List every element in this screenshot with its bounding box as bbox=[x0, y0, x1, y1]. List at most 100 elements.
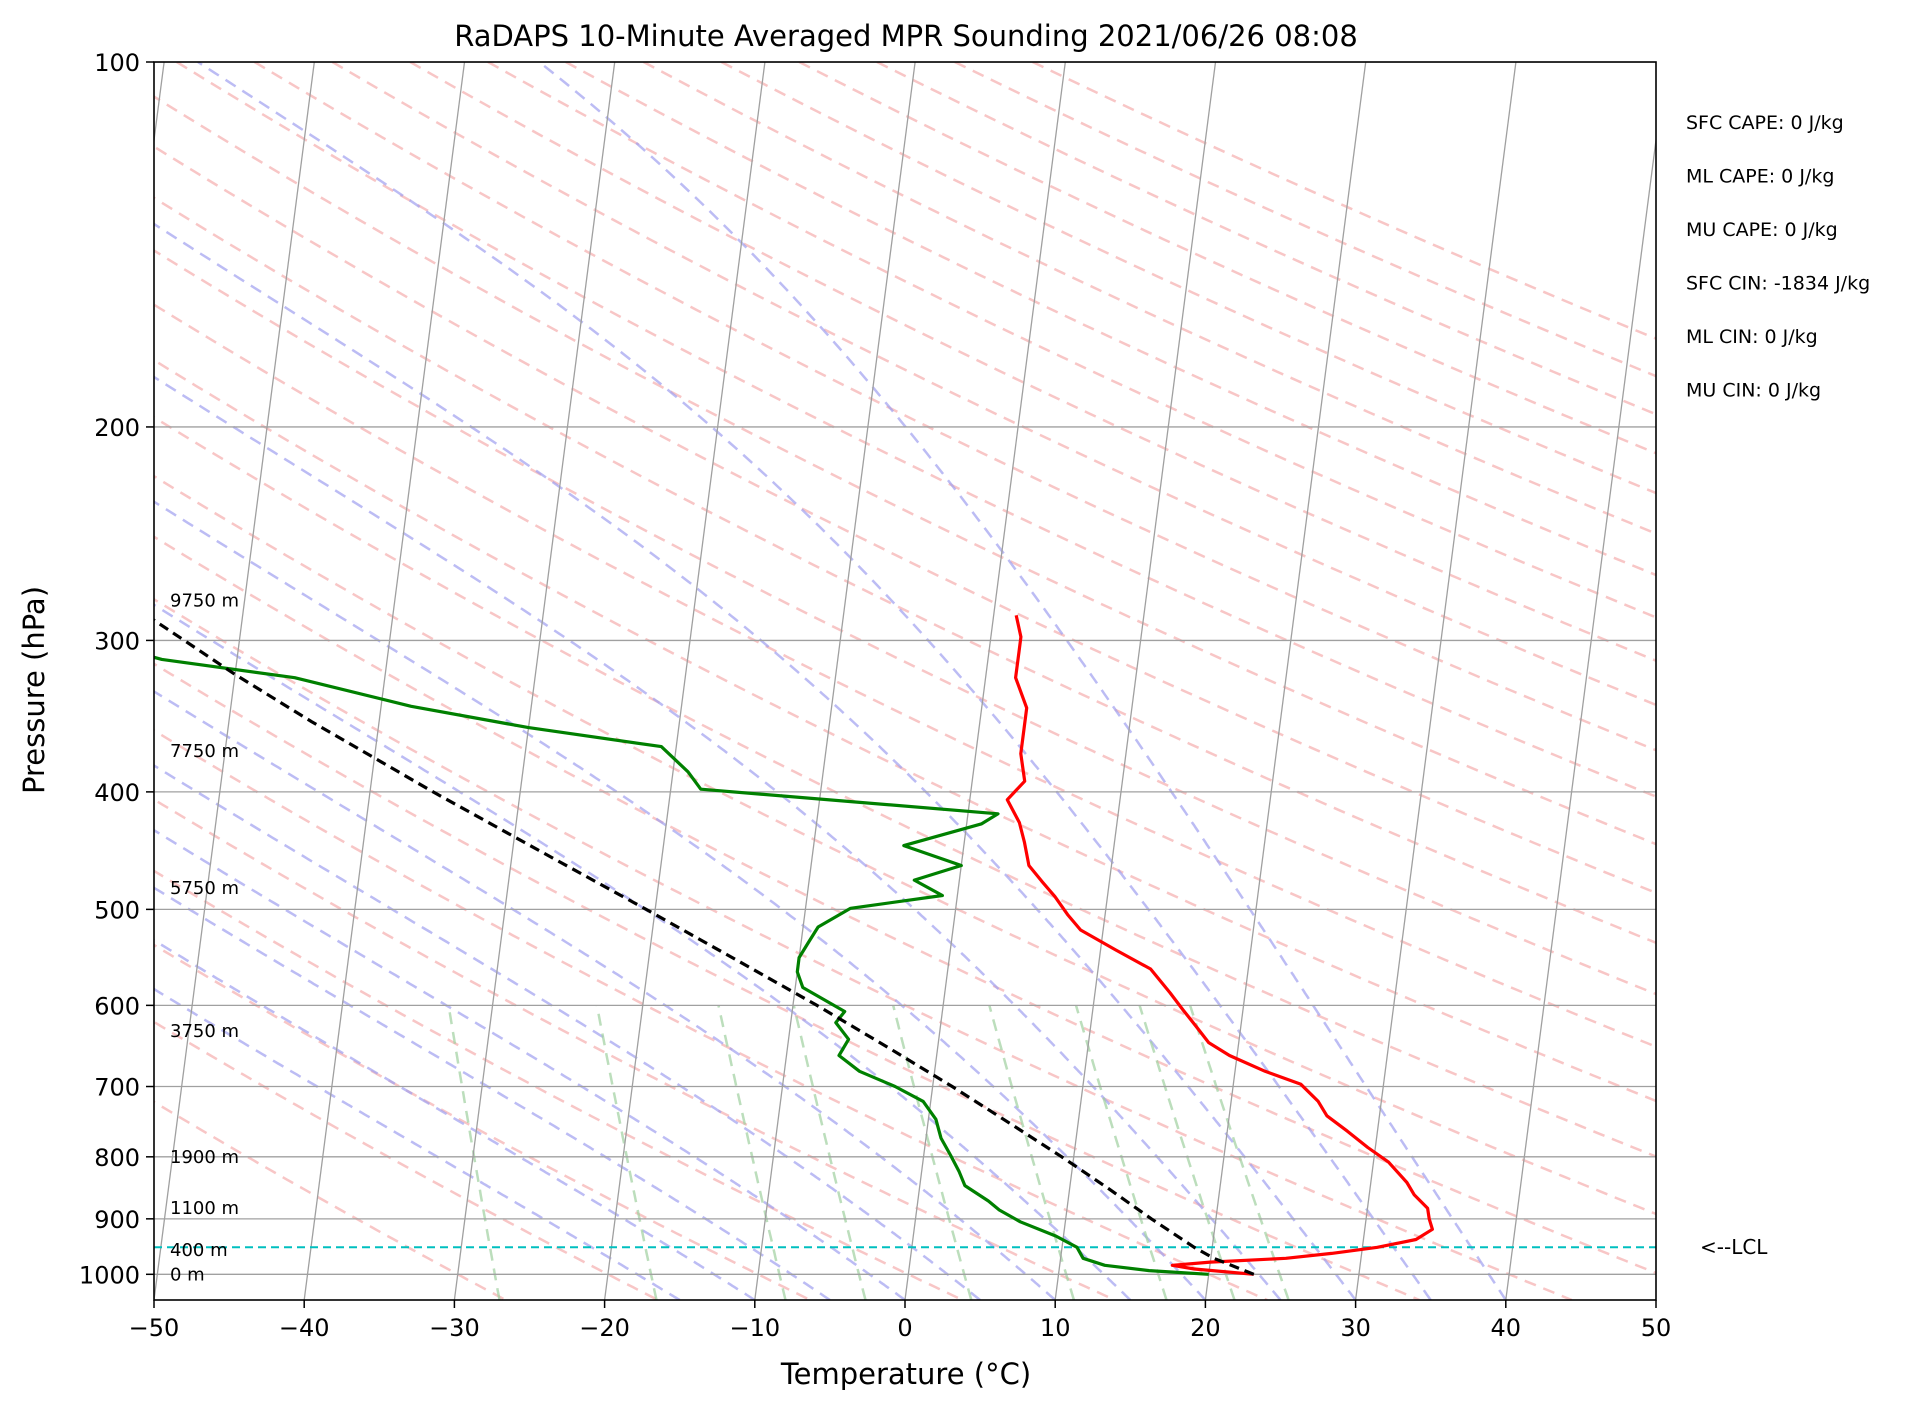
dry-adiabat bbox=[154, 597, 1573, 1300]
stat-line: ML CAPE: 0 J/kg bbox=[1686, 166, 1834, 188]
height-label: 9750 m bbox=[170, 590, 239, 611]
gridlines bbox=[0, 62, 1913, 1300]
height-label: 3750 m bbox=[170, 1021, 239, 1042]
dry-adiabat bbox=[154, 869, 964, 1300]
x-tick-label: −20 bbox=[579, 1314, 630, 1342]
x-tick-label: 40 bbox=[1491, 1314, 1522, 1342]
y-tick-label: 800 bbox=[94, 1144, 140, 1172]
y-tick-label: 100 bbox=[94, 49, 140, 77]
height-label: 7750 m bbox=[170, 741, 239, 762]
stat-line: ML CIN: 0 J/kg bbox=[1686, 326, 1818, 348]
isotherm-gridline bbox=[0, 62, 14, 1300]
x-tick-label: −10 bbox=[729, 1314, 780, 1342]
isotherm-gridline bbox=[904, 62, 1066, 1300]
dry-adiabat bbox=[487, 62, 1656, 619]
dry-adiabat bbox=[154, 943, 811, 1300]
dry-adiabat bbox=[154, 728, 1268, 1300]
lcl-label: <--LCL bbox=[1700, 1235, 1768, 1259]
height-label: 1900 m bbox=[170, 1147, 239, 1168]
stat-line: MU CIN: 0 J/kg bbox=[1686, 380, 1821, 402]
isotherm-gridline bbox=[1806, 62, 1913, 1300]
dry-adiabat bbox=[154, 535, 1656, 1275]
plot-frame bbox=[153, 61, 1657, 1301]
mixing-ratio-line bbox=[891, 1005, 973, 1300]
x-tick-label: −40 bbox=[279, 1314, 330, 1342]
y-tick-label: 600 bbox=[94, 992, 140, 1020]
background-lines bbox=[154, 62, 1656, 1300]
dry-adiabat bbox=[253, 62, 1656, 752]
stat-line: SFC CIN: -1834 J/kg bbox=[1686, 273, 1870, 295]
y-tick-label: 500 bbox=[94, 896, 140, 924]
x-tick-label: 0 bbox=[897, 1314, 912, 1342]
moist-adiabat bbox=[154, 828, 906, 1300]
isotherm-gridline bbox=[154, 62, 315, 1300]
mixing-ratio-line bbox=[988, 1005, 1076, 1300]
stats-panel: SFC CAPE: 0 J/kg ML CAPE: 0 J/kg MU CAPE: … bbox=[1686, 112, 1870, 402]
isotherm-gridline bbox=[1655, 1294, 1656, 1300]
stat-line: MU CAPE: 0 J/kg bbox=[1686, 219, 1838, 241]
moist-adiabat bbox=[154, 886, 831, 1300]
moist-adiabat bbox=[154, 375, 1282, 1300]
temperature-profile bbox=[1005, 614, 1434, 1276]
data-series bbox=[154, 614, 1656, 1276]
moist-adiabat bbox=[197, 62, 1432, 1300]
y-axis-label: Pressure (hPa) bbox=[17, 586, 51, 794]
isotherm-gridline bbox=[754, 62, 916, 1300]
height-label: 5750 m bbox=[170, 878, 239, 899]
dry-adiabat bbox=[154, 303, 1656, 1049]
moist-adiabat bbox=[154, 764, 981, 1300]
dry-adiabat bbox=[176, 62, 1656, 798]
x-tick-label: 30 bbox=[1340, 1314, 1371, 1342]
isotherm-gridline bbox=[1204, 62, 1367, 1300]
dry-adiabat bbox=[643, 62, 1656, 535]
x-tick-label: 10 bbox=[1040, 1314, 1071, 1342]
isotherm-gridline bbox=[603, 62, 766, 1300]
x-tick-label: 50 bbox=[1641, 1314, 1672, 1342]
dry-adiabat bbox=[154, 358, 1656, 1103]
dry-adiabat bbox=[154, 249, 1656, 996]
x-tick-label: −30 bbox=[429, 1314, 480, 1342]
moist-adiabat bbox=[154, 689, 1057, 1300]
y-tick-label: 300 bbox=[94, 627, 140, 655]
x-tick-label: −50 bbox=[129, 1314, 180, 1342]
parcel-path bbox=[154, 618, 1255, 1276]
y-tick-label: 700 bbox=[94, 1074, 140, 1102]
dry-adiabat bbox=[154, 1100, 507, 1300]
height-label: 1100 m bbox=[170, 1198, 239, 1219]
dry-adiabat bbox=[154, 1020, 659, 1300]
moist-adiabat bbox=[154, 222, 1357, 1300]
dry-adiabat bbox=[331, 62, 1656, 707]
stat-line: SFC CAPE: 0 J/kg bbox=[1686, 112, 1844, 134]
moist-adiabat bbox=[154, 938, 756, 1300]
dry-adiabat bbox=[154, 196, 1656, 945]
x-axis-ticks: −50 −40 −30 −20 −10 0 10 20 30 40 50 bbox=[129, 1300, 1672, 1342]
y-tick-label: 1000 bbox=[79, 1261, 140, 1289]
x-tick-label: 20 bbox=[1190, 1314, 1221, 1342]
dry-adiabat bbox=[154, 95, 1656, 846]
mixing-ratio-line bbox=[1188, 1005, 1290, 1300]
dry-adiabat bbox=[565, 62, 1656, 577]
dry-adiabat bbox=[154, 415, 1656, 1158]
isotherm-gridline bbox=[1054, 62, 1217, 1300]
dewpoint-profile bbox=[154, 655, 1209, 1276]
y-tick-label: 900 bbox=[94, 1206, 140, 1234]
mixing-ratio-line bbox=[1074, 1005, 1168, 1300]
moist-adiabat bbox=[154, 987, 681, 1300]
isotherm-gridline bbox=[1354, 62, 1517, 1300]
dry-adiabat bbox=[154, 798, 1116, 1300]
height-labels: 0 m 400 m 1100 m 1900 m 3750 m 5750 m 7750 m 97… bbox=[170, 590, 239, 1285]
y-axis-ticks: 100 200 300 400 500 600 700 800 900 1000 bbox=[79, 49, 154, 1289]
mixing-ratio-line bbox=[447, 1005, 501, 1300]
dry-adiabat bbox=[876, 62, 1656, 416]
x-axis-label: Temperature (°C) bbox=[780, 1357, 1031, 1391]
chart-title: RaDAPS 10-Minute Averaged MPR Sounding 2… bbox=[454, 19, 1358, 53]
mixing-ratio-line bbox=[595, 1005, 658, 1300]
dry-adiabat bbox=[409, 62, 1656, 663]
mixing-ratio-line bbox=[792, 1005, 867, 1300]
y-tick-label: 200 bbox=[94, 414, 140, 442]
isotherm-gridline bbox=[1505, 135, 1656, 1300]
y-tick-label: 400 bbox=[94, 779, 140, 807]
moist-adiabat bbox=[538, 62, 1507, 1300]
height-label: 400 m bbox=[170, 1240, 228, 1261]
